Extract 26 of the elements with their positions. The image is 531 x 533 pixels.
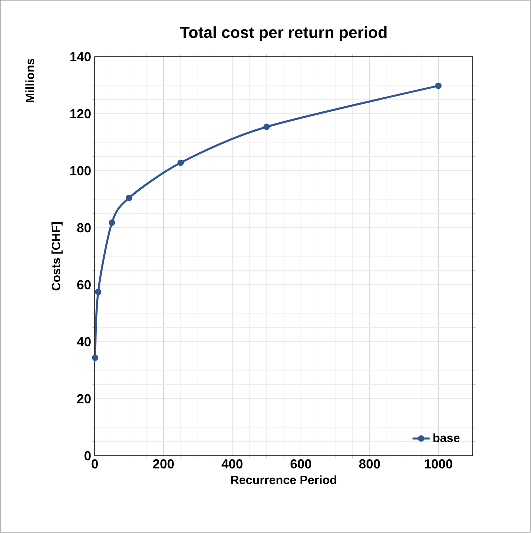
point — [178, 160, 184, 166]
x-axis-title: Recurrence Period — [231, 476, 337, 484]
point — [264, 124, 270, 130]
point — [95, 288, 102, 296]
x-tick-label: 800 — [359, 460, 380, 469]
point — [92, 354, 99, 362]
y-tick-label: 140 — [70, 52, 91, 62]
y-tick-label: 80 — [77, 223, 91, 233]
point — [435, 82, 442, 90]
x-tick-label: 1000 — [424, 460, 453, 469]
legend-label: base — [434, 434, 460, 442]
y-tick-label: 20 — [77, 394, 91, 404]
text: Millions — [26, 59, 34, 102]
y-tick-label: 0 — [84, 451, 91, 461]
y-tick-label: 40 — [77, 337, 91, 347]
point — [126, 194, 133, 202]
point — [108, 220, 116, 226]
y-tick-label: 120 — [70, 109, 91, 119]
y-tick-label: 60 — [77, 280, 91, 290]
x-tick-label: 400 — [222, 460, 243, 469]
x-tick-label: 600 — [290, 460, 312, 469]
y-tick-label: 100 — [70, 166, 91, 176]
y-axis-title: Costs [CHF] — [52, 222, 63, 291]
x-tick-label: 200 — [153, 460, 174, 469]
x-tick-label: 0 — [92, 460, 98, 469]
chart-title: Total cost per return period — [180, 26, 387, 42]
